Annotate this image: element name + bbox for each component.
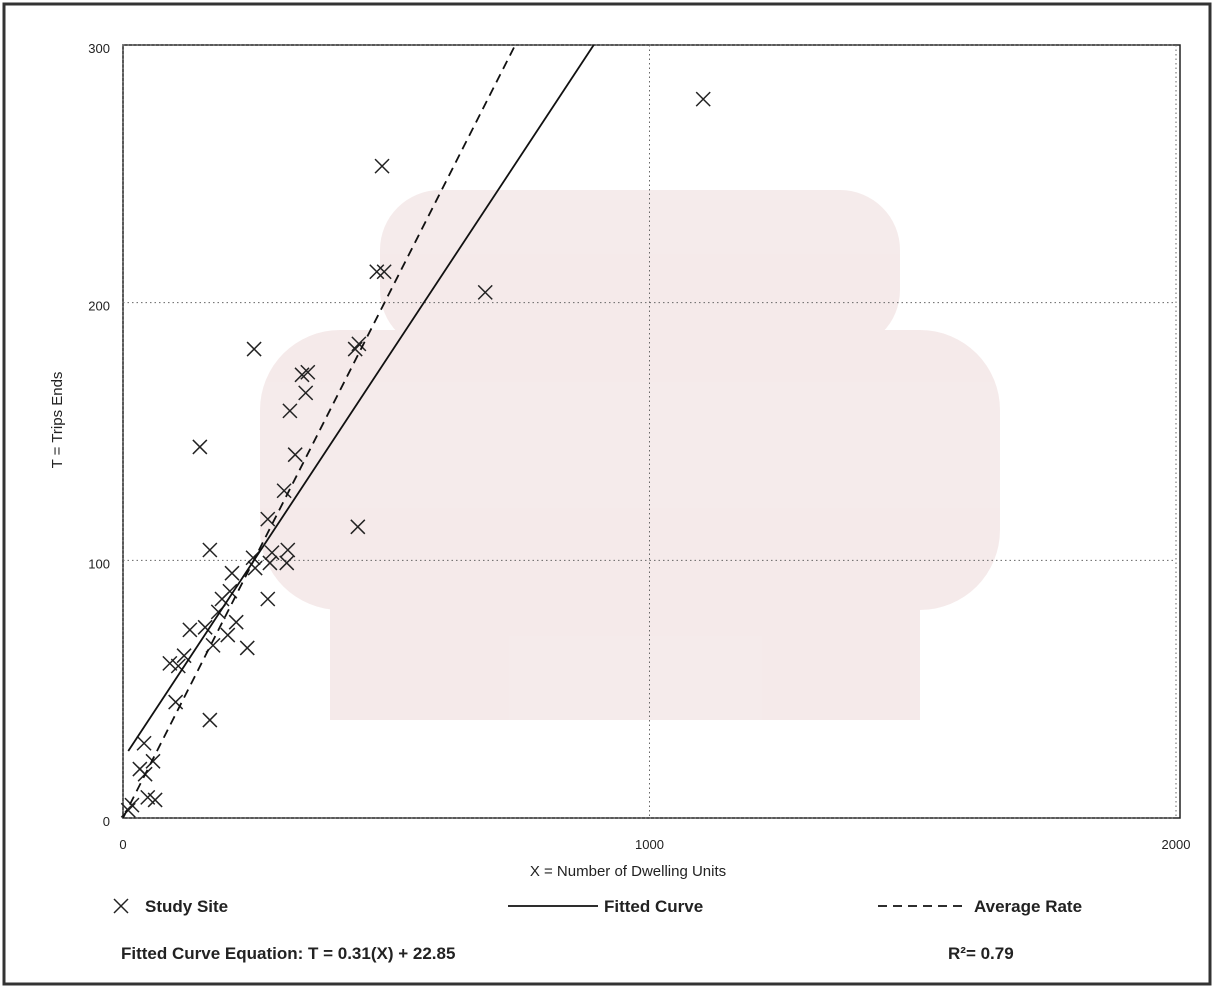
study-site-point [215, 592, 229, 606]
study-site-point [248, 561, 262, 575]
y-tick-label: 100 [88, 556, 110, 571]
study-site-point [146, 754, 160, 768]
equation: Fitted Curve Equation: T = 0.31(X) + 22.… [121, 944, 455, 963]
y-tick-label: 0 [103, 814, 110, 829]
study-site-point [193, 440, 207, 454]
study-site-point [221, 628, 235, 642]
y-tick-label: 300 [88, 41, 110, 56]
legend-label: Fitted Curve [604, 897, 703, 916]
watermark [260, 190, 1000, 720]
x-axis-label: X = Number of Dwelling Units [530, 863, 726, 880]
r-squared: R²= 0.79 [948, 944, 1014, 963]
legend-label: Average Rate [974, 897, 1082, 916]
study-site-point [137, 736, 151, 750]
study-site-point [169, 695, 183, 709]
study-site-point [375, 159, 389, 173]
x-tick-label: 0 [119, 837, 126, 852]
legend-symbol [114, 899, 128, 913]
study-site-point [696, 92, 710, 106]
study-site-point [183, 623, 197, 637]
y-axis-label: T = Trips Ends [49, 372, 66, 469]
chart: X = Number of Dwelling Units T = Trips E… [0, 0, 1214, 988]
legend-label: Study Site [145, 897, 228, 916]
study-site-point [229, 615, 243, 629]
y-tick-label: 200 [88, 299, 110, 314]
study-site-point [240, 641, 254, 655]
study-site-point [261, 592, 275, 606]
study-site-point [203, 543, 217, 557]
study-site-point [247, 342, 261, 356]
study-site-point [203, 713, 217, 727]
x-tick-label: 2000 [1162, 837, 1191, 852]
x-tick-label: 1000 [635, 837, 664, 852]
study-site-point [225, 566, 239, 580]
